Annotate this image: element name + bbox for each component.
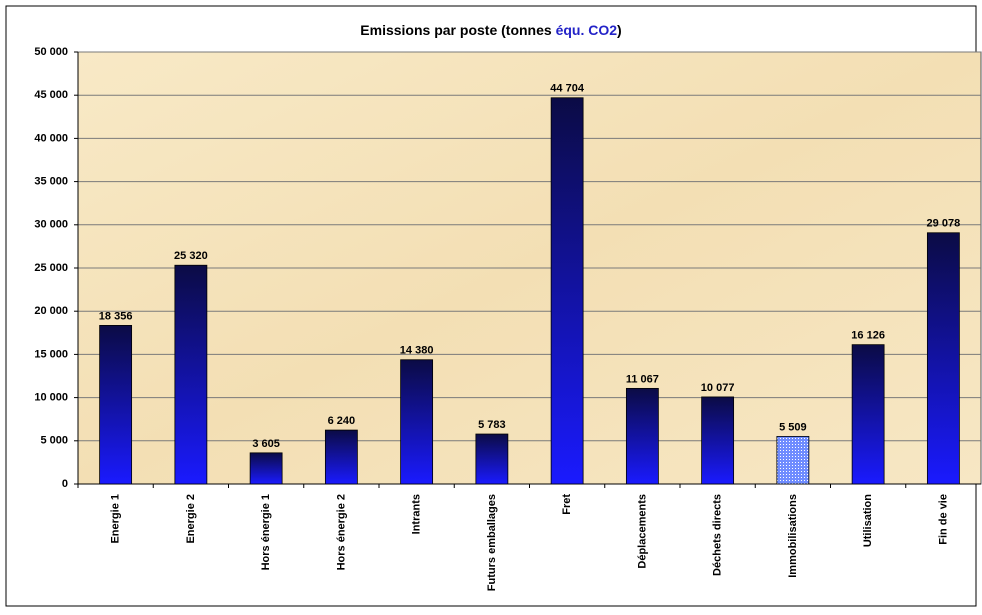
y-tick-label: 30 000 [34, 219, 68, 231]
data-label: 5 783 [478, 419, 506, 431]
y-tick-label: 45 000 [34, 89, 68, 101]
x-tick-label: Déplacements [636, 494, 648, 569]
bar [99, 325, 133, 485]
x-tick-label: Futurs emballages [486, 494, 498, 591]
x-tick-label: Fret [561, 494, 573, 515]
data-label: 6 240 [328, 415, 356, 427]
y-tick-label: 5 000 [40, 435, 68, 447]
y-tick-label: 20 000 [34, 305, 68, 317]
data-label: 3 605 [252, 438, 280, 450]
bar [400, 359, 434, 485]
y-tick-label: 15 000 [34, 348, 68, 360]
x-tick-label: Fin de vie [937, 494, 949, 545]
bar [851, 344, 885, 485]
data-label: 44 704 [550, 83, 585, 95]
x-tick-label: Utilisation [862, 494, 874, 547]
data-label: 5 509 [779, 421, 807, 433]
title-part: Emissions par poste (tonnes [360, 22, 555, 38]
y-tick-label: 10 000 [34, 392, 68, 404]
data-label: 11 067 [626, 373, 659, 385]
y-tick-label: 50 000 [34, 46, 68, 58]
data-label: 16 126 [851, 330, 885, 342]
y-tick-label: 40 000 [34, 132, 68, 144]
x-tick-label: Hors énergie 2 [335, 494, 347, 570]
bar [625, 387, 659, 485]
bar [701, 396, 735, 485]
chart-title: Emissions par poste (tonnes équ. CO2) [360, 22, 621, 38]
bar [324, 429, 358, 485]
bar [174, 264, 208, 485]
y-tick-label: 25 000 [34, 262, 68, 274]
x-tick-label: Intrants [411, 494, 423, 534]
y-tick-label: 0 [62, 478, 68, 490]
data-label: 25 320 [174, 250, 208, 262]
y-tick-label: 35 000 [34, 176, 68, 188]
bar [475, 433, 509, 485]
bar [550, 97, 584, 485]
x-tick-label: Energie 2 [185, 494, 197, 544]
x-tick-label: Energie 1 [110, 494, 122, 544]
data-label: 10 077 [701, 382, 735, 394]
title-part: ) [617, 22, 622, 38]
data-label: 18 356 [99, 310, 133, 322]
x-tick-label: Déchets directs [712, 494, 724, 576]
title-part: équ. CO2 [556, 22, 618, 38]
x-tick-label: Immobilisations [787, 494, 799, 578]
bar [776, 436, 810, 485]
bar [249, 452, 283, 485]
data-label: 14 380 [400, 345, 434, 357]
x-tick-label: Hors énergie 1 [260, 494, 272, 570]
data-label: 29 078 [927, 218, 961, 230]
bar [926, 232, 960, 485]
